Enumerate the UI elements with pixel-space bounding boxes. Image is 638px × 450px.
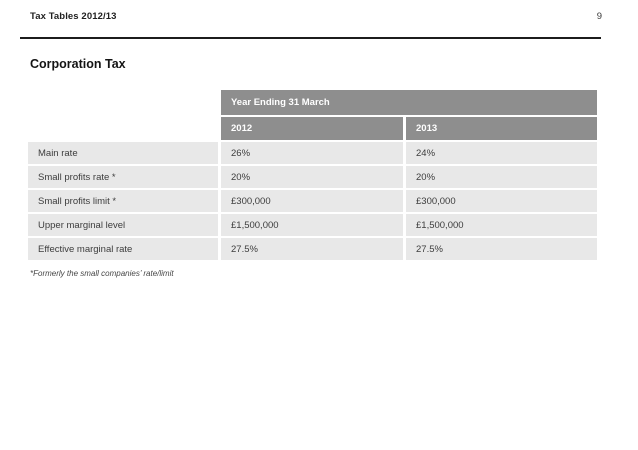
column-header-2012: 2012 bbox=[221, 117, 403, 140]
section-title: Corporation Tax bbox=[30, 57, 126, 71]
row-label: Upper marginal level bbox=[28, 214, 218, 236]
row-value-2013: 24% bbox=[406, 142, 597, 164]
row-value-2012: 27.5% bbox=[221, 238, 403, 260]
row-label: Small profits rate * bbox=[28, 166, 218, 188]
row-value-2012: 20% bbox=[221, 166, 403, 188]
row-value-2012: £300,000 bbox=[221, 190, 403, 212]
row-label: Effective marginal rate bbox=[28, 238, 218, 260]
row-value-2013: 20% bbox=[406, 166, 597, 188]
table-corner-spacer bbox=[28, 90, 218, 115]
row-value-2013: £300,000 bbox=[406, 190, 597, 212]
table-group-header: Year Ending 31 March bbox=[221, 90, 597, 115]
header-divider bbox=[20, 37, 601, 39]
page-number: 9 bbox=[596, 11, 602, 22]
row-label: Small profits limit * bbox=[28, 190, 218, 212]
corporation-tax-table: Year Ending 31 March 2012 2013 Main rate… bbox=[28, 90, 597, 260]
row-value-2013: 27.5% bbox=[406, 238, 597, 260]
footnote: *Formerly the small companies’ rate/limi… bbox=[30, 269, 174, 278]
table-corner-spacer bbox=[28, 117, 218, 140]
row-label: Main rate bbox=[28, 142, 218, 164]
document-header-title: Tax Tables 2012/13 bbox=[30, 11, 117, 22]
row-value-2013: £1,500,000 bbox=[406, 214, 597, 236]
row-value-2012: 26% bbox=[221, 142, 403, 164]
row-value-2012: £1,500,000 bbox=[221, 214, 403, 236]
column-header-2013: 2013 bbox=[406, 117, 597, 140]
